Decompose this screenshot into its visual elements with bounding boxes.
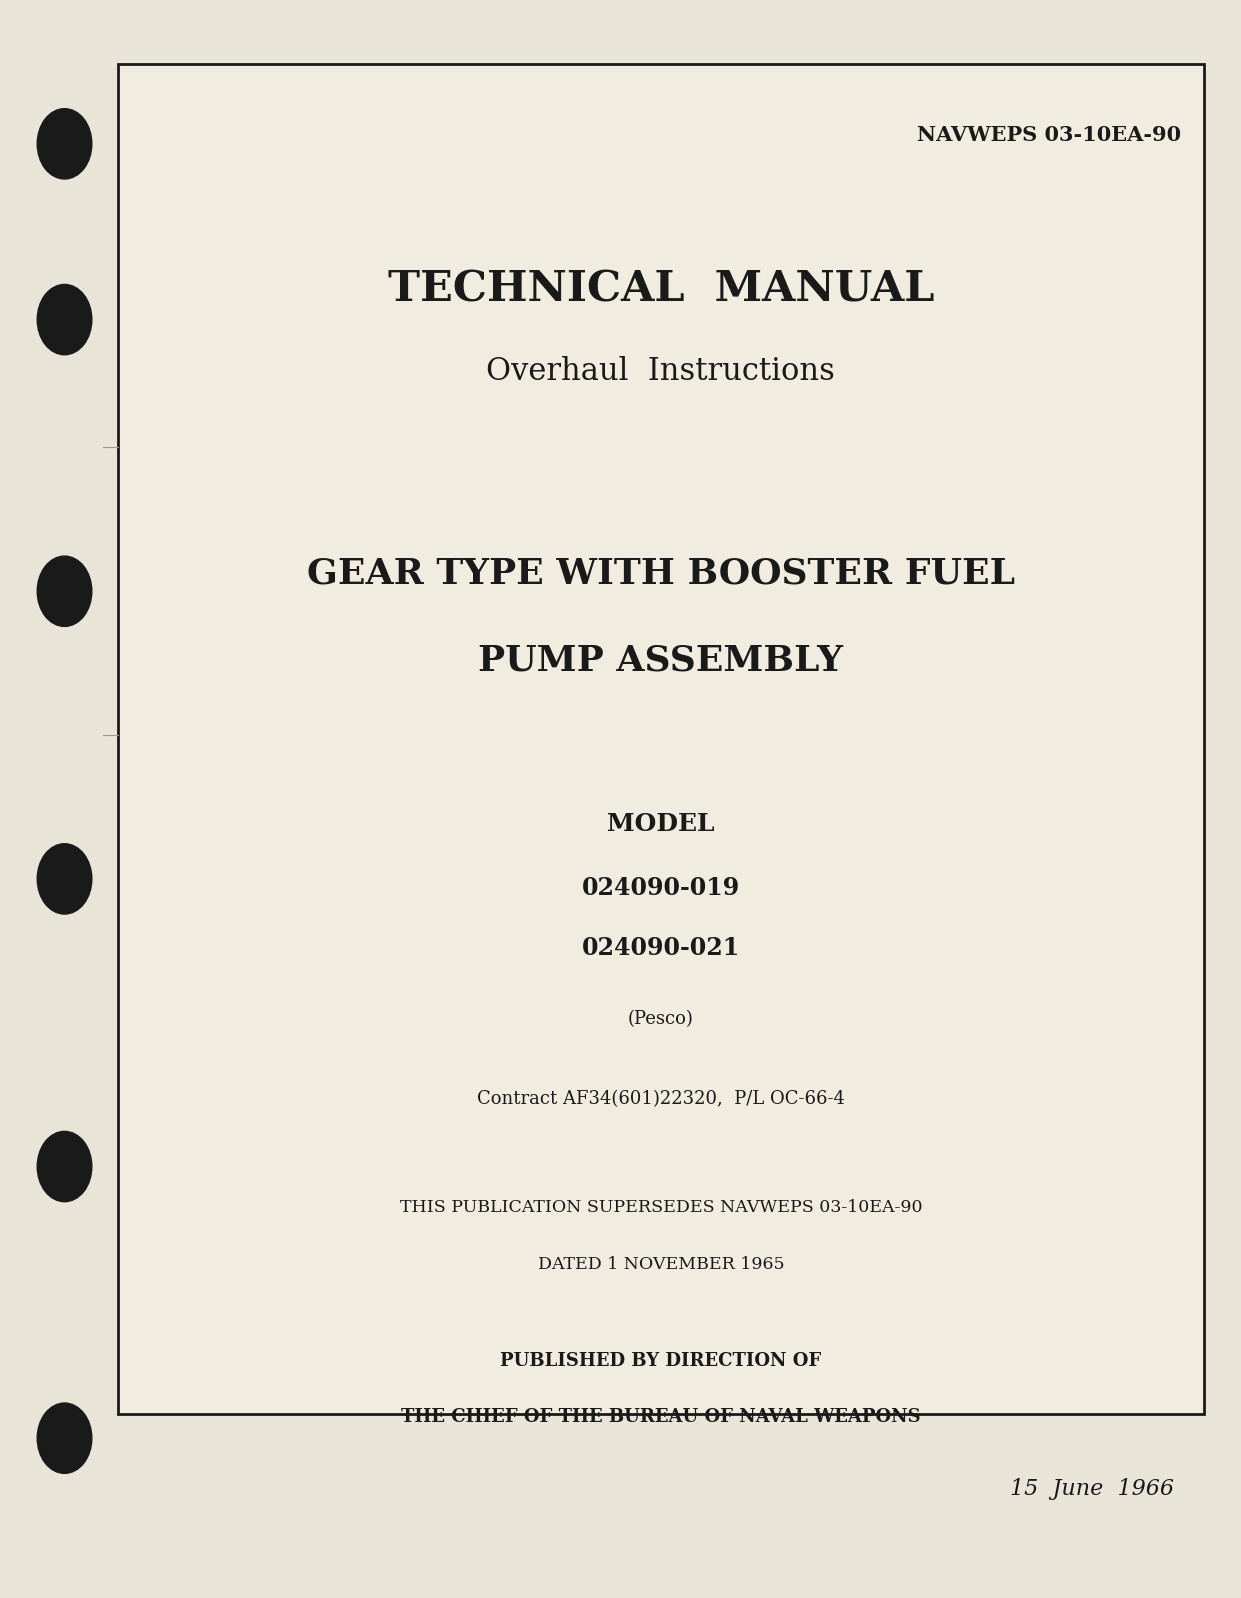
Text: THIS PUBLICATION SUPERSEDES NAVWEPS 03-10EA-90: THIS PUBLICATION SUPERSEDES NAVWEPS 03-1… (400, 1198, 922, 1216)
Text: TECHNICAL  MANUAL: TECHNICAL MANUAL (387, 268, 934, 310)
Text: 15  June  1966: 15 June 1966 (1010, 1478, 1174, 1501)
Circle shape (37, 1403, 92, 1473)
Text: (Pesco): (Pesco) (628, 1010, 694, 1028)
Text: PUMP ASSEMBLY: PUMP ASSEMBLY (478, 644, 844, 678)
Text: NAVWEPS 03-10EA-90: NAVWEPS 03-10EA-90 (917, 125, 1181, 145)
Text: THE CHIEF OF THE BUREAU OF NAVAL WEAPONS: THE CHIEF OF THE BUREAU OF NAVAL WEAPONS (401, 1408, 921, 1425)
Text: GEAR TYPE WITH BOOSTER FUEL: GEAR TYPE WITH BOOSTER FUEL (307, 556, 1015, 590)
Text: PUBLISHED BY DIRECTION OF: PUBLISHED BY DIRECTION OF (500, 1352, 822, 1369)
Text: 024090-019: 024090-019 (582, 876, 740, 900)
Text: 024090-021: 024090-021 (582, 936, 740, 960)
Text: DATED 1 NOVEMBER 1965: DATED 1 NOVEMBER 1965 (537, 1256, 784, 1274)
Circle shape (37, 1131, 92, 1202)
Circle shape (37, 284, 92, 355)
Circle shape (37, 109, 92, 179)
FancyBboxPatch shape (118, 64, 1204, 1414)
Text: MODEL: MODEL (607, 812, 715, 836)
Circle shape (37, 556, 92, 626)
Text: Contract AF34(601)22320,  P/L OC-66-4: Contract AF34(601)22320, P/L OC-66-4 (477, 1090, 845, 1107)
Circle shape (37, 844, 92, 914)
Text: Overhaul  Instructions: Overhaul Instructions (486, 356, 835, 387)
